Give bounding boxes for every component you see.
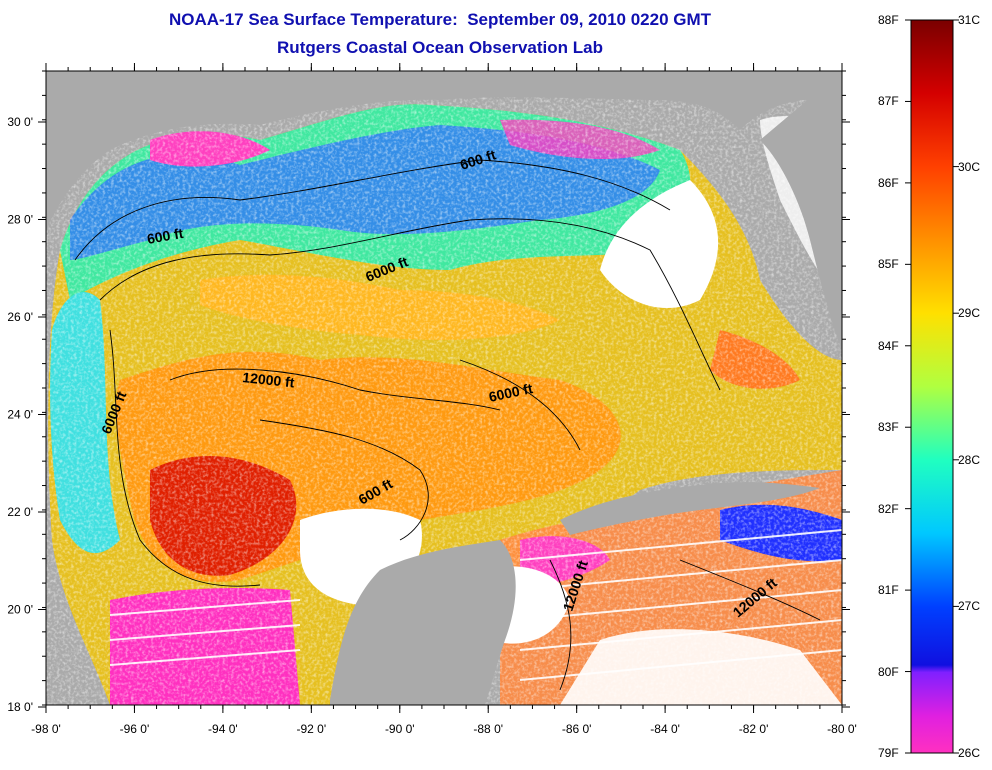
colorbar-fahrenheit-label: 88F <box>878 13 899 27</box>
lat-tick-label: 22 0' <box>7 505 33 519</box>
colorbar <box>910 19 954 754</box>
colorbar-fahrenheit-label: 85F <box>878 257 899 272</box>
colorbar-celsius-label: 26C <box>958 746 981 760</box>
colorbar-fahrenheit-label: 84F <box>878 338 899 353</box>
contour-label-600ft-north-west: 600 ft <box>146 225 185 247</box>
colorbar-celsius-label: 30C <box>958 159 981 174</box>
lat-tick-label: 30 0' <box>7 115 33 129</box>
lat-tick-label: 28 0' <box>7 213 33 227</box>
lon-tick-label: -80 0' <box>827 722 857 736</box>
lat-tick-label: 26 0' <box>7 310 33 324</box>
colorbar-celsius-label: 28C <box>958 452 981 467</box>
lat-tick-label: 18 0' <box>7 700 33 714</box>
lon-tick-label: -98 0' <box>31 722 61 736</box>
colorbar-fahrenheit-label: 87F <box>878 94 899 109</box>
map-subtitle: Rutgers Coastal Ocean Observation Lab <box>277 38 603 57</box>
colorbar-fahrenheit-label: 79F <box>878 746 899 760</box>
contour-label-12000ft-central: 12000 ft <box>242 369 296 390</box>
lon-tick-label: -86 0' <box>562 722 592 736</box>
colorbar-celsius-label: 27C <box>958 599 981 614</box>
map-title: NOAA-17 Sea Surface Temperature: Septemb… <box>168 10 712 29</box>
scan-lines <box>109 529 842 681</box>
colorbar-ticks <box>905 19 959 754</box>
colorbar-fahrenheit-label: 86F <box>878 175 899 190</box>
colorbar-fahrenheit-label: 81F <box>878 583 899 598</box>
lon-tick-label: -90 0' <box>385 722 415 736</box>
lon-tick-label: -94 0' <box>208 722 238 736</box>
lon-tick-label: -84 0' <box>650 722 680 736</box>
lat-tick-label: 20 0' <box>7 603 33 617</box>
lon-tick-label: -88 0' <box>473 722 503 736</box>
colorbar-fahrenheit-label: 82F <box>878 501 899 516</box>
colorbar-celsius-label: 29C <box>958 306 981 321</box>
bathymetry-contours <box>74 159 821 691</box>
lon-tick-label: -82 0' <box>739 722 769 736</box>
colorbar-fahrenheit-label: 80F <box>878 664 899 679</box>
lat-tick-label: 24 0' <box>7 408 33 422</box>
colorbar-fahrenheit-label: 83F <box>878 420 899 435</box>
colorbar-celsius-label: 31C <box>958 13 981 27</box>
map-area <box>46 71 842 705</box>
lon-tick-label: -92 0' <box>297 722 327 736</box>
landmass <box>46 71 842 705</box>
axis-ticks: -98 0' -96 0' -94 0' -92 0' -90 0' -88 0' -86 … <box>7 63 857 736</box>
lon-tick-label: -96 0' <box>120 722 150 736</box>
